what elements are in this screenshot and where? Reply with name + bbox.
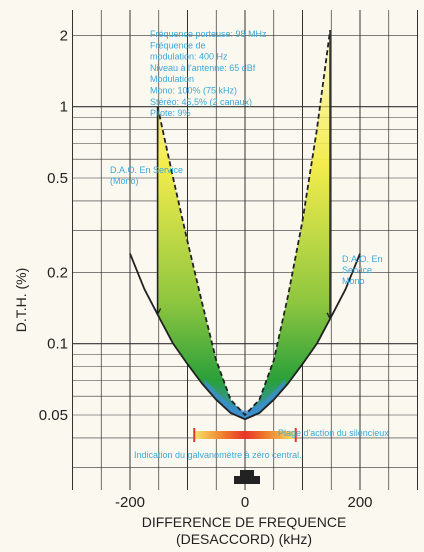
- bottom-blue-band: [204, 378, 286, 421]
- y-tick-label-1: 0.1: [47, 336, 68, 353]
- x-tick-label-2: 200: [347, 494, 372, 511]
- condition-line-1: Fréquence de: [150, 40, 206, 50]
- x-tick-label-1: 0: [241, 494, 249, 511]
- y-tick-label-4: 1: [60, 99, 68, 116]
- lbl-right-line-1: Service: [342, 265, 372, 275]
- silencer-range-label: Plage d'action du silencieux: [278, 428, 389, 438]
- condition-line-4: Modulation: [150, 74, 194, 84]
- conditions-text: Fréquence porteuse: 98 MHz Fréquence de mo…: [150, 29, 267, 118]
- lbl-left-line-1: (Mono): [110, 176, 139, 186]
- series-drop-arrow-1: [326, 312, 334, 321]
- x-tick-label-0: -200: [115, 494, 145, 511]
- condition-line-5: Mono: 100% (75 kHz): [150, 86, 237, 96]
- dao-left-label: D.A.O. En Service (Mono): [110, 165, 183, 186]
- x-axis-label: DIFFERENCE DE FREQUENCE: [142, 514, 347, 530]
- galvanometer-marker-top: [240, 470, 254, 477]
- grid-lines: [72, 10, 418, 490]
- dao-right-label: D.A.O. En Service Mono: [342, 254, 383, 286]
- condition-line-3: Niveau à l'antenne: 65 dBf: [150, 63, 256, 73]
- lbl-right-line-0: D.A.O. En: [342, 254, 383, 264]
- silencer-range-bar: [194, 431, 296, 439]
- condition-line-6: Stéréo: 45,5% (2 canaux): [150, 97, 252, 107]
- series-line-1: [156, 30, 331, 416]
- y-tick-label-2: 0.2: [47, 264, 68, 281]
- condition-line-2: modulation: 400 Hz: [150, 52, 228, 62]
- y-tick-label-3: 0.5: [47, 170, 68, 187]
- y-tick-label-5: 2: [60, 27, 68, 44]
- y-axis-label: D.T.H. (%): [13, 268, 29, 333]
- series-drop-arrow-0: [153, 308, 162, 317]
- condition-line-7: Pilote: 9%: [150, 108, 191, 118]
- series-line-0: [129, 253, 361, 421]
- galvanometer-marker: [234, 476, 260, 484]
- y-tick-label-0: 0.05: [39, 407, 68, 424]
- shaded-region: [157, 30, 331, 420]
- x-axis-label-line2: (DESACCORD) (kHz): [176, 531, 312, 547]
- lbl-right-line-2: Mono: [342, 276, 365, 286]
- condition-line-0: Fréquence porteuse: 98 MHz: [150, 29, 267, 39]
- galvanometer-label: Indication du galvanomètre à zéro centra…: [134, 450, 302, 460]
- lbl-left-line-0: D.A.O. En Service: [110, 165, 183, 175]
